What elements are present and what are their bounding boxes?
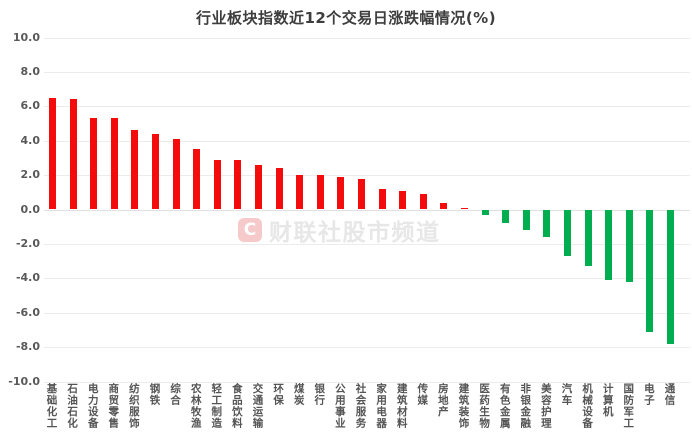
gridline [44,71,690,73]
category-label: 轻工制造 [210,383,223,429]
category-label: 国防军工 [622,383,635,429]
category-label: 传媒 [416,383,429,406]
category-label: 煤炭 [292,383,305,406]
bar [543,209,551,238]
y-axis-tick-label: 6.0 [20,99,41,113]
gridline [44,37,690,39]
gridline [44,347,690,349]
bar [296,175,304,210]
bar [193,149,201,210]
bar [49,97,56,210]
category-label: 医药生物 [478,383,491,429]
category-label: 建筑装饰 [457,383,470,429]
gridline [44,106,690,108]
watermark: C 财联社股市频道 [238,213,441,247]
category-label: 有色金属 [498,383,511,429]
category-label: 计算机 [601,383,614,418]
gridline [44,312,690,314]
y-axis-tick-label: 8.0 [20,64,41,78]
bar [667,209,674,344]
bar [213,159,221,210]
y-axis-tick-label: -2.0 [15,236,40,250]
y-axis-tick-label: 4.0 [20,133,41,147]
category-label: 通信 [663,383,676,406]
category-label: 交通运输 [251,383,264,429]
category-label: 房地产 [436,383,449,418]
y-axis-tick-label: 10.0 [12,30,40,44]
category-label: 食品饮料 [230,383,243,429]
bar [564,209,571,256]
bar [378,188,386,210]
cailianshe-logo-icon: C [238,218,262,242]
category-label: 综合 [169,383,182,406]
category-label: 石油石化 [66,383,79,429]
y-axis-tick-label: 2.0 [20,168,41,182]
bar [502,209,510,224]
chart-title: 行业板块指数近12个交易日涨跌幅情况(%) [195,9,497,27]
bar [152,133,159,210]
category-label: 家用电器 [375,383,388,429]
bar [481,209,489,215]
bar [316,175,324,210]
category-label: 银行 [313,383,326,406]
bar [358,178,365,210]
y-axis-tick-label: 0.0 [20,202,41,216]
bar [584,209,592,267]
category-label: 基础化工 [45,383,58,429]
bar [625,209,633,282]
bar [605,209,613,281]
category-label: 公用事业 [333,383,346,429]
bar [234,159,242,210]
gridline [44,243,690,245]
bar [337,176,345,210]
bar [275,168,283,210]
bar [69,99,77,210]
y-axis-tick-label: -10.0 [8,374,40,388]
bar [522,209,530,231]
category-label: 商贸零售 [107,383,120,429]
category-label: 钢铁 [148,383,161,406]
gridline [44,175,690,177]
bar [440,202,448,210]
bar [172,138,180,210]
watermark-text: 财联社股市频道 [269,220,441,246]
bar [399,190,407,210]
bar [131,130,139,210]
category-label: 美容护理 [539,383,552,429]
bar [90,118,98,210]
bar [255,164,262,210]
bar [419,194,427,210]
gridline [44,209,690,211]
category-label: 非银金融 [519,383,532,429]
y-axis-tick-label: -4.0 [15,271,40,285]
y-axis-tick-label: -6.0 [15,305,40,319]
bar [646,209,654,332]
category-label: 电力设备 [86,383,99,429]
gridline [44,278,690,280]
category-label: 环保 [272,383,285,406]
y-axis-tick-label: -8.0 [15,340,40,354]
category-label: 机械设备 [581,383,594,429]
bar [110,118,118,210]
bar [461,207,468,210]
category-label: 农林牧渔 [189,383,202,429]
gridline [44,140,690,142]
gridline [44,381,690,383]
category-label: 社会服务 [354,383,367,429]
category-label: 汽车 [560,383,573,406]
category-label: 纺织服饰 [127,383,140,429]
category-label: 建筑材料 [395,383,408,429]
category-label: 电子 [642,383,655,406]
